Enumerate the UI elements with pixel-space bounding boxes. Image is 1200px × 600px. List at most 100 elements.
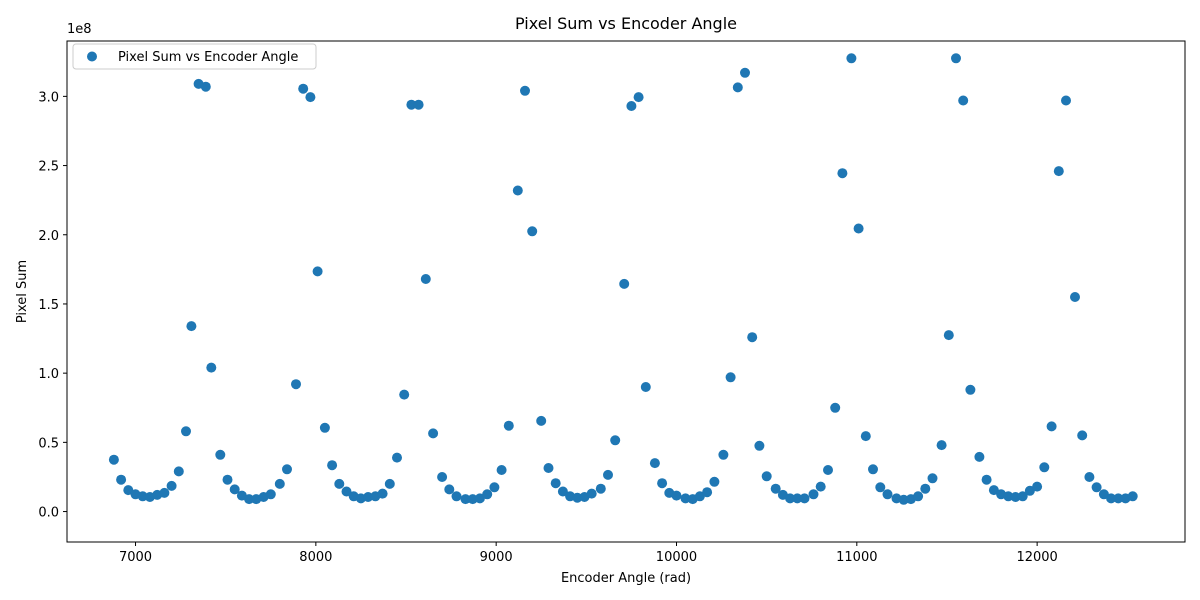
data-point — [274, 478, 285, 489]
y-tick-label: 2.5 — [38, 160, 59, 175]
data-point — [384, 478, 395, 489]
data-point — [823, 465, 833, 475]
data-point — [444, 484, 455, 495]
data-point — [1032, 481, 1043, 492]
data-point — [610, 435, 621, 446]
legend: Pixel Sum vs Encoder Angle — [72, 43, 317, 70]
data-point — [860, 431, 871, 442]
data-point — [206, 362, 217, 373]
data-point — [898, 494, 909, 505]
data-point — [166, 480, 177, 491]
data-point — [186, 321, 197, 332]
data-point — [467, 494, 478, 505]
data-point — [244, 494, 255, 505]
data-point — [536, 415, 547, 426]
y-tick-label: 3.0 — [38, 90, 59, 105]
data-point — [159, 487, 170, 498]
data-point — [792, 493, 803, 504]
data-point — [640, 382, 651, 392]
data-point — [406, 99, 417, 110]
data-point — [595, 483, 606, 494]
data-point — [557, 486, 568, 497]
data-point — [108, 454, 119, 465]
data-point — [1003, 491, 1014, 502]
data-point — [215, 449, 226, 460]
data-point — [298, 83, 309, 94]
data-point — [327, 460, 338, 471]
data-point — [875, 482, 886, 493]
data-point — [520, 85, 530, 96]
data-point — [785, 493, 796, 504]
data-point — [718, 449, 729, 460]
y-axis-label: Pixel Sum — [15, 260, 30, 323]
data-point — [808, 489, 819, 500]
data-point — [761, 471, 772, 482]
data-point — [657, 478, 668, 489]
data-point — [619, 278, 630, 289]
plot-area — [66, 40, 1186, 543]
data-point — [428, 428, 439, 439]
data-point — [181, 426, 191, 437]
data-point — [837, 168, 848, 179]
data-point — [460, 494, 471, 505]
data-point — [1113, 493, 1124, 504]
data-point — [770, 483, 781, 494]
legend-marker — [87, 51, 97, 62]
data-point — [572, 492, 583, 503]
data-point — [413, 99, 424, 110]
data-point — [489, 482, 500, 493]
data-point — [229, 484, 240, 495]
data-point — [392, 452, 402, 463]
data-point — [1091, 482, 1102, 493]
data-point — [377, 488, 388, 499]
data-point — [1010, 492, 1021, 502]
chart-title: Pixel Sum vs Encoder Angle — [515, 14, 737, 33]
data-point — [312, 266, 323, 277]
data-point — [437, 472, 448, 482]
y-tick-label: 0.5 — [38, 436, 59, 451]
data-point — [1046, 421, 1057, 432]
data-point — [116, 474, 127, 485]
y-tick-label: 1.0 — [38, 367, 59, 382]
data-point — [137, 491, 148, 502]
data-point — [732, 82, 743, 93]
data-point — [512, 185, 523, 196]
data-point — [965, 384, 976, 395]
x-tick-label: 10000 — [656, 550, 697, 565]
y-tick-label: 1.5 — [38, 298, 59, 313]
data-point — [936, 440, 947, 451]
legend-box — [72, 43, 317, 70]
y-axis: 0.0 0.5 1.0 1.5 2.0 2.5 3.0 — [38, 90, 67, 521]
y-tick-label: 0.0 — [38, 506, 59, 521]
y-tick-label: 2.0 — [38, 229, 59, 244]
data-point — [586, 488, 597, 499]
data-point — [709, 476, 720, 487]
x-tick-label: 11000 — [836, 550, 877, 565]
data-point — [1017, 491, 1028, 502]
data-point — [815, 481, 826, 492]
data-point — [265, 489, 276, 500]
data-point — [319, 422, 330, 433]
data-point — [747, 332, 758, 343]
data-point — [671, 490, 682, 501]
data-point — [974, 451, 985, 462]
data-point — [1039, 462, 1050, 473]
y-offset-label: 1e8 — [67, 22, 92, 37]
data-point — [550, 478, 561, 489]
data-point — [951, 53, 961, 64]
data-point — [799, 493, 810, 504]
data-point — [913, 491, 924, 502]
data-point — [363, 492, 374, 502]
data-point — [451, 491, 462, 502]
data-point — [830, 402, 841, 413]
x-axis: 7000 8000 9000 10000 11000 12000 — [119, 542, 1058, 565]
x-tick-label: 8000 — [299, 550, 332, 565]
data-point — [420, 274, 431, 284]
data-point — [1053, 166, 1064, 177]
data-point — [740, 67, 750, 78]
x-tick-label: 7000 — [119, 550, 152, 565]
data-point — [725, 372, 736, 383]
data-point — [291, 379, 301, 390]
data-point — [633, 92, 644, 103]
data-point — [1084, 472, 1095, 482]
